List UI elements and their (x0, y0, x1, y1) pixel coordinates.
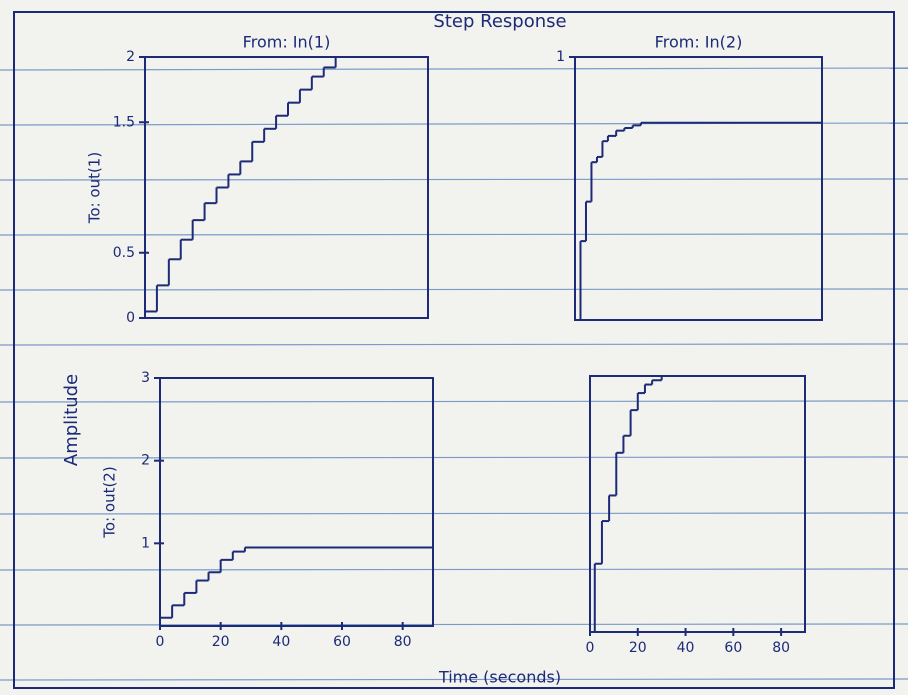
y-tick-label: 0.5 (113, 245, 135, 261)
x-tick-label: 80 (772, 640, 790, 656)
row-label: To: out(1) (86, 152, 104, 224)
axes-frame (574, 56, 823, 321)
x-tick-label: 0 (586, 640, 595, 656)
x-axis-label: Time (seconds) (438, 668, 561, 687)
y-tick-label: 0 (126, 310, 135, 326)
y-tick-label: 2 (126, 49, 135, 65)
y-tick-label: 1 (556, 49, 565, 65)
x-tick-label: 80 (394, 634, 412, 650)
axes-frame (159, 377, 434, 627)
x-tick-label: 40 (677, 640, 695, 656)
column-label: From: In(2) (655, 33, 743, 52)
y-tick-label: 1.5 (113, 114, 135, 130)
axes-frame (144, 56, 429, 319)
ruled-lines (0, 67, 908, 681)
row-label: To: out(2) (101, 466, 119, 538)
x-tick-label: 40 (272, 634, 290, 650)
column-label: From: In(1) (243, 33, 331, 52)
y-tick-label: 1 (141, 535, 150, 551)
figure-frame (13, 11, 895, 689)
y-tick-label: 2 (141, 453, 150, 469)
x-tick-label: 20 (629, 640, 647, 656)
x-tick-label: 20 (212, 634, 230, 650)
x-tick-label: 0 (156, 634, 165, 650)
x-tick-label: 60 (724, 640, 742, 656)
x-tick-label: 60 (333, 634, 351, 650)
figure-title: Step Response (433, 11, 566, 32)
y-axis-label: Amplitude (61, 374, 82, 466)
y-tick-label: 3 (141, 370, 150, 386)
